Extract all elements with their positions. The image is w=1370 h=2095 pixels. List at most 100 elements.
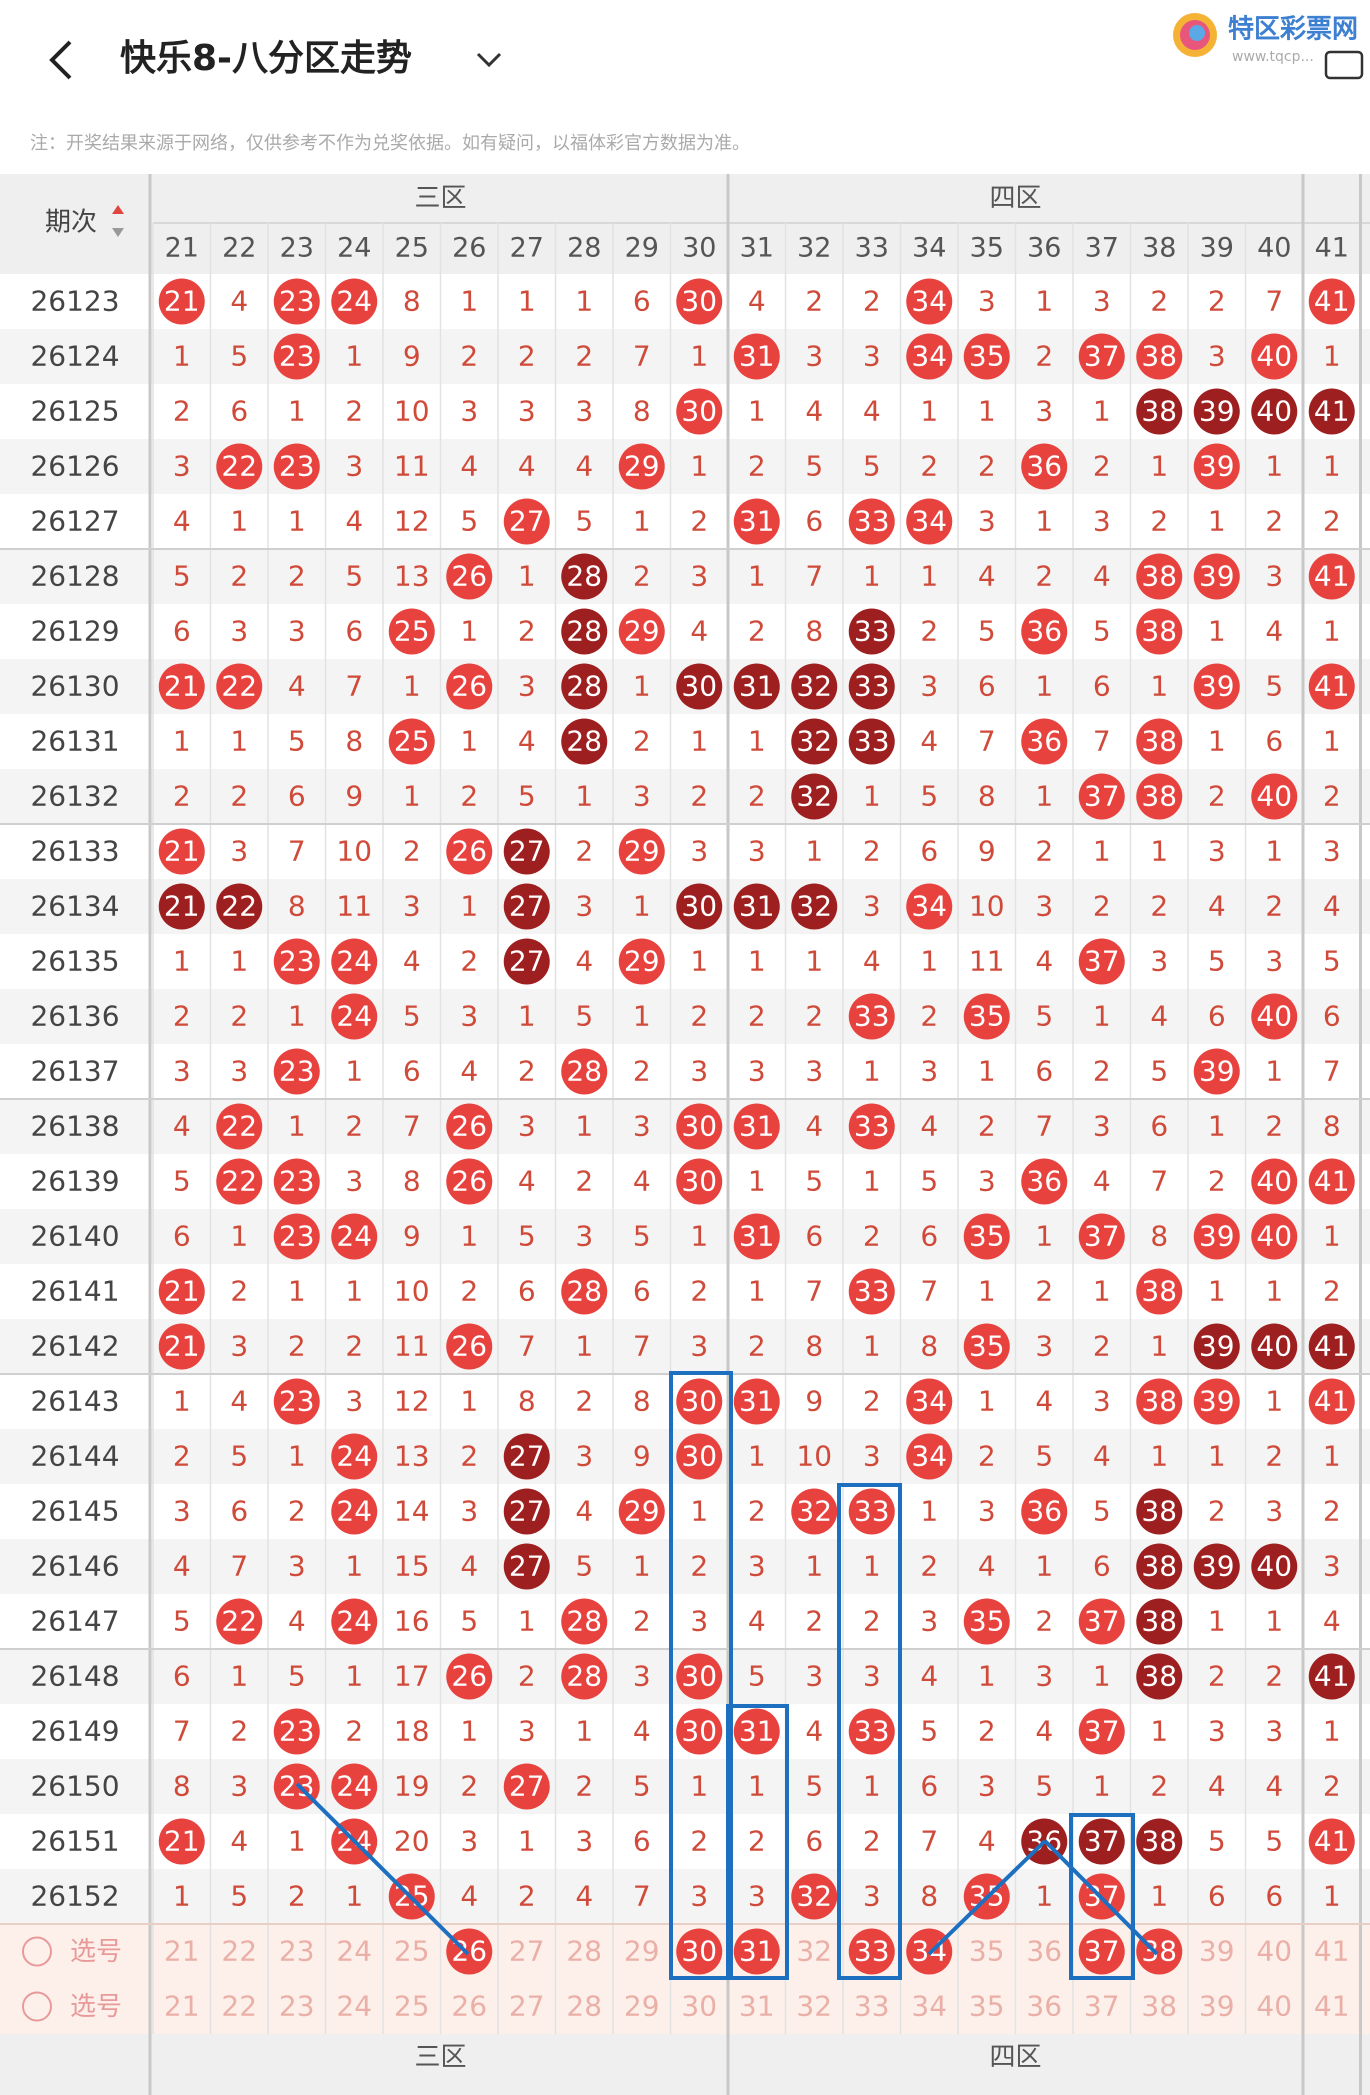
cell-number: 4 bbox=[978, 1825, 996, 1858]
cell-number: 5 bbox=[633, 1220, 651, 1253]
cell-number: 39 bbox=[1199, 1220, 1235, 1253]
hit-ball bbox=[446, 1323, 493, 1370]
cell-number: 4 bbox=[460, 1055, 478, 1088]
repeat-ball bbox=[1251, 1543, 1298, 1590]
repeat-ball bbox=[1136, 388, 1183, 435]
cell-number: 6 bbox=[288, 780, 306, 813]
cell-number: 1 bbox=[1208, 1440, 1226, 1473]
cell-number: 5 bbox=[230, 1880, 248, 1913]
cell-number: 4 bbox=[805, 1110, 823, 1143]
hit-ball bbox=[388, 608, 435, 655]
cell-number: 36 bbox=[1026, 1495, 1062, 1528]
hit-ball bbox=[676, 1433, 723, 1480]
repeat-ball bbox=[503, 938, 550, 985]
column-header: 27 bbox=[510, 233, 544, 264]
cell-number: 2 bbox=[518, 1660, 536, 1693]
cell-number: 5 bbox=[518, 1220, 536, 1253]
cell-number: 36 bbox=[1026, 1165, 1062, 1198]
cell-number: 3 bbox=[1265, 1715, 1283, 1748]
cell-number: 1 bbox=[173, 1385, 191, 1418]
back-button[interactable] bbox=[49, 40, 72, 80]
cell-number: 33 bbox=[854, 1000, 890, 1033]
hit-ball bbox=[848, 993, 895, 1040]
cell-number: 35 bbox=[969, 1330, 1005, 1363]
hit-ball bbox=[1136, 333, 1183, 380]
cell-number: 3 bbox=[920, 1055, 938, 1088]
annotation-box bbox=[669, 1371, 733, 1980]
cell-number: 37 bbox=[1084, 1825, 1120, 1858]
select-toggle[interactable] bbox=[22, 1936, 52, 1967]
cell-number: 37 bbox=[1084, 1990, 1120, 2023]
repeat-ball bbox=[791, 883, 838, 930]
cell-number: 2 bbox=[690, 1550, 708, 1583]
hit-ball bbox=[1021, 608, 1068, 655]
cell-number: 1 bbox=[1323, 1440, 1341, 1473]
cell-number: 1 bbox=[1035, 505, 1053, 538]
cell-number: 2 bbox=[230, 1715, 248, 1748]
hit-ball bbox=[331, 1488, 378, 1535]
select-toggle[interactable] bbox=[22, 1991, 52, 2022]
cell-number: 38 bbox=[1141, 1660, 1177, 1693]
cell-number: 1 bbox=[230, 505, 248, 538]
repeat-ball bbox=[1136, 1653, 1183, 1700]
cell-number: 5 bbox=[518, 780, 536, 813]
hit-ball bbox=[273, 333, 320, 380]
period: 26128 bbox=[30, 560, 119, 593]
dropdown[interactable] bbox=[476, 52, 502, 68]
cell-number: 3 bbox=[633, 780, 651, 813]
repeat-ball bbox=[561, 553, 608, 600]
cell-number: 6 bbox=[805, 1220, 823, 1253]
menu-icon[interactable] bbox=[1324, 50, 1364, 80]
cell-number: 3 bbox=[1035, 890, 1053, 923]
cell-number: 35 bbox=[969, 1220, 1005, 1253]
cell-number: 3 bbox=[863, 1880, 881, 1913]
cell-number: 6 bbox=[1208, 1000, 1226, 1033]
cell-number: 22 bbox=[221, 1990, 257, 2023]
hit-ball bbox=[618, 443, 665, 490]
hit-ball bbox=[561, 1598, 608, 1645]
cell-number: 4 bbox=[1093, 560, 1111, 593]
cell-number: 1 bbox=[1208, 615, 1226, 648]
repeat-ball bbox=[561, 718, 608, 765]
cell-number: 38 bbox=[1141, 615, 1177, 648]
cell-number: 4 bbox=[1265, 615, 1283, 648]
column-header: 28 bbox=[567, 233, 601, 264]
cell-number: 1 bbox=[575, 1110, 593, 1143]
cell-number: 23 bbox=[279, 285, 315, 318]
cell-number: 3 bbox=[1323, 835, 1341, 868]
cell-number: 39 bbox=[1199, 560, 1235, 593]
cell-number: 4 bbox=[1323, 1605, 1341, 1638]
cell-number: 40 bbox=[1256, 1330, 1292, 1363]
cell-number: 6 bbox=[230, 395, 248, 428]
cell-number: 7 bbox=[173, 1715, 191, 1748]
hit-ball bbox=[906, 1378, 953, 1425]
cell-number: 5 bbox=[1265, 1825, 1283, 1858]
cell-number: 27 bbox=[509, 890, 545, 923]
cell-number: 27 bbox=[509, 1935, 545, 1968]
cell-number: 2 bbox=[1093, 1330, 1111, 1363]
cell-number: 19 bbox=[394, 1770, 430, 1803]
cell-number: 1 bbox=[518, 1000, 536, 1033]
cell-number: 4 bbox=[460, 1550, 478, 1583]
column-header: 30 bbox=[682, 233, 716, 264]
period: 26146 bbox=[30, 1550, 119, 1583]
cell-number: 3 bbox=[1265, 1495, 1283, 1528]
cell-number: 2 bbox=[1035, 1275, 1053, 1308]
cell-number: 4 bbox=[288, 670, 306, 703]
cell-number: 6 bbox=[633, 1275, 651, 1308]
cell-number: 30 bbox=[681, 1385, 717, 1418]
cell-number: 1 bbox=[1150, 1440, 1168, 1473]
cell-number: 1 bbox=[460, 1715, 478, 1748]
hit-ball bbox=[1136, 608, 1183, 655]
period: 26142 bbox=[30, 1330, 119, 1363]
cell-number: 1 bbox=[173, 945, 191, 978]
cell-number: 3 bbox=[230, 1330, 248, 1363]
cell-number: 34 bbox=[911, 890, 947, 923]
cell-number: 6 bbox=[920, 1770, 938, 1803]
cell-number: 7 bbox=[805, 1275, 823, 1308]
hit-ball bbox=[618, 608, 665, 655]
cell-number: 3 bbox=[690, 835, 708, 868]
hit-ball bbox=[1251, 773, 1298, 820]
cell-number: 2 bbox=[173, 395, 191, 428]
